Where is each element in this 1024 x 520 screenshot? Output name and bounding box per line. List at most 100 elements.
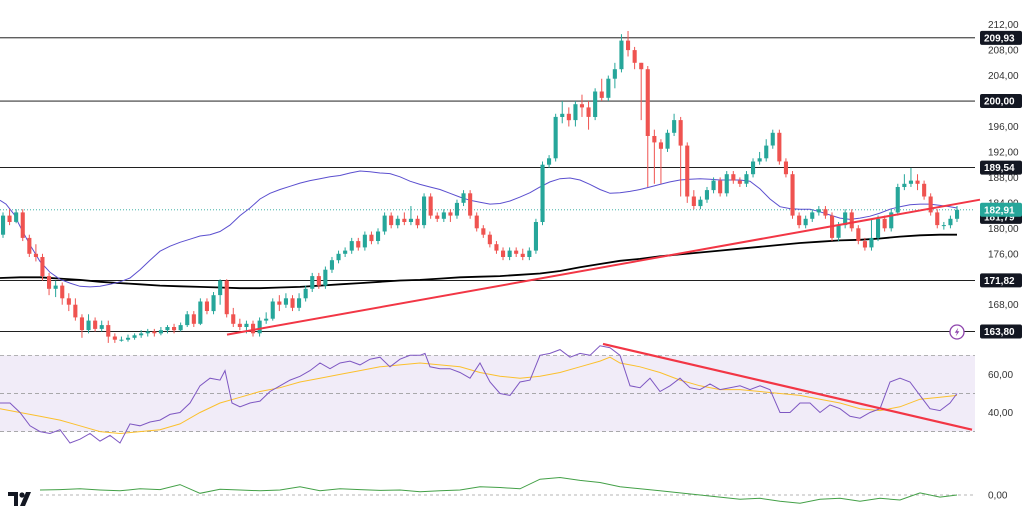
candle-body: [751, 161, 756, 175]
candle-body: [283, 298, 288, 305]
candle-body: [1, 215, 6, 235]
candle: [119, 336, 124, 342]
candle-body: [119, 339, 124, 341]
candle-body: [20, 212, 25, 238]
candle-body: [606, 78, 611, 98]
level-price-label-box: [980, 94, 1022, 109]
candle-body: [501, 250, 506, 257]
osc-tick-label: 0,00: [988, 491, 1008, 502]
price-axis: 212,00208,00204,00200,00196,00192,00188,…: [988, 20, 1019, 501]
candle: [520, 248, 525, 261]
rsi-lines: [0, 342, 973, 444]
candle: [14, 209, 19, 224]
candle: [895, 183, 900, 216]
candle-body: [349, 241, 354, 251]
candle-body: [165, 327, 170, 331]
candle-body: [408, 218, 413, 222]
candle-body: [514, 250, 519, 254]
candle-body: [790, 174, 795, 216]
candle-body: [533, 222, 538, 251]
candle-body: [448, 212, 453, 216]
candle-body: [53, 285, 58, 289]
candle-body: [869, 237, 874, 248]
candle: [224, 279, 229, 318]
candle: [126, 334, 131, 342]
level-labels: 181,79 209,93 200,00 189,54 171,82 163,80 182,…: [980, 30, 1022, 339]
price-tick-label: 180,00: [988, 224, 1019, 235]
candle-body: [231, 314, 236, 324]
candle-body: [402, 218, 407, 222]
lightning-icon[interactable]: [949, 324, 965, 340]
candle-body: [290, 298, 295, 308]
candle: [395, 215, 400, 229]
price-tick-label: 208,00: [988, 46, 1019, 57]
candle-body: [303, 288, 308, 299]
candle-body: [428, 196, 433, 216]
candle: [737, 177, 742, 187]
candle-body: [632, 50, 637, 63]
candle-body: [560, 113, 565, 117]
candle: [941, 221, 946, 230]
level-price-label-text: 189,54: [984, 163, 1015, 174]
candle-body: [922, 183, 927, 197]
candle: [428, 193, 433, 219]
candle-body: [297, 298, 302, 308]
candle: [474, 212, 479, 232]
candle-body: [908, 180, 913, 184]
candle: [619, 34, 624, 73]
candle: [73, 298, 78, 321]
candle: [579, 94, 584, 117]
candle: [481, 225, 486, 238]
candle-body: [902, 183, 907, 187]
candle: [468, 190, 473, 219]
candle-body: [329, 260, 334, 270]
candle: [251, 320, 256, 337]
candle-body: [277, 301, 282, 305]
candle-body: [540, 164, 545, 222]
candle: [823, 206, 828, 219]
candle: [494, 241, 499, 254]
candle: [132, 333, 137, 340]
candle-body: [639, 62, 644, 70]
candle-body: [678, 120, 683, 146]
level-price-label-box: [980, 30, 1022, 45]
candle: [632, 46, 637, 70]
support-trendline: [226, 198, 981, 336]
candle-body: [948, 218, 953, 226]
price-tick-label: 196,00: [988, 122, 1019, 133]
candle: [678, 116, 683, 197]
ma-slow-line: [0, 233, 957, 290]
candle: [849, 209, 854, 232]
candle-body: [461, 193, 466, 203]
candle-body: [586, 107, 591, 117]
candle: [60, 282, 65, 305]
level-price-label: 200,00: [980, 94, 1022, 109]
candle-body: [711, 180, 716, 191]
candle-body: [178, 325, 183, 331]
candle-body: [955, 209, 960, 219]
candle-body: [132, 335, 137, 338]
candle-body: [915, 180, 920, 184]
candle-body: [704, 190, 709, 200]
candle-body: [718, 180, 723, 194]
candle: [790, 171, 795, 219]
candle-body: [520, 253, 525, 257]
rsi-ma-line: [0, 356, 958, 435]
current-price-label: 182,91: [980, 202, 1022, 217]
candle-body: [856, 228, 861, 241]
candle-body: [376, 231, 381, 241]
candles: [1, 31, 960, 343]
price-tick-label: 176,00: [988, 249, 1019, 260]
candle-body: [33, 253, 38, 257]
candle: [915, 174, 920, 191]
candle-body: [415, 218, 420, 226]
level-price-label: 209,93: [980, 30, 1022, 45]
candle-body: [145, 331, 150, 334]
candle: [204, 298, 209, 315]
candle: [803, 215, 808, 229]
candle: [369, 231, 374, 245]
candle-body: [474, 215, 479, 229]
level-price-label: 189,54: [980, 160, 1022, 175]
candle-body: [356, 241, 361, 248]
